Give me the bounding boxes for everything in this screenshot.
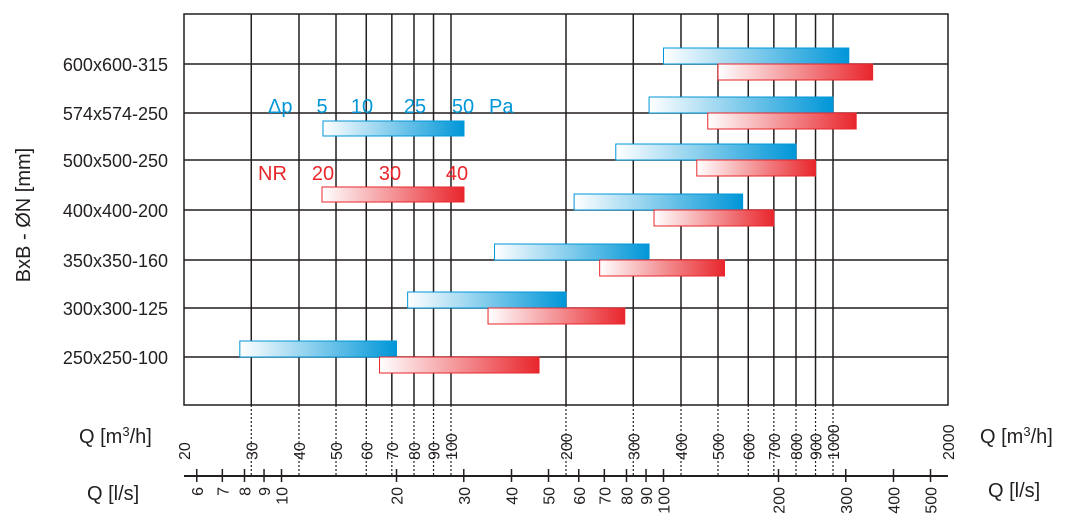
x-primary-label-right: Q [m3/h] [980,424,1053,449]
x-primary-tick-label: 60 [359,442,376,460]
y-axis-label: BxB - ØN [mm] [13,148,35,282]
x-primary-tick-label: 30 [244,442,261,460]
x-primary-tick-label: 2000 [941,424,958,460]
dp-range-bar [407,291,567,309]
x-secondary-tick-label: 8 [237,487,254,496]
category-labels: 600x600-315 574x574-250 500x500-250 400x400… [63,55,168,368]
legend-nr-swatch [321,186,465,203]
legend-dp-tick-5: 5 [316,96,327,118]
x-secondary-tick-label: 70 [597,487,614,505]
x-secondary-tick-label: 60 [572,487,589,505]
x-secondary-ticks: 6 7 8 9 10 20 30 40 50 60 70 80 90 100 200 300 400 500 [190,469,941,514]
legend-dp-swatch [322,120,465,137]
category-label: 350x350-160 [63,251,168,271]
x-secondary-tick-label: 40 [505,487,522,505]
x-primary-ticks: 20 30 40 50 60 70 80 90 100 200 300 400 500 600 700 800… [177,424,958,460]
x-secondary-tick-label: 30 [457,487,474,505]
dp-range-bar [615,143,797,161]
nr-range-bar [717,63,874,81]
x-primary-tick-label: 100 [444,433,461,460]
x-secondary-tick-label: 9 [257,487,274,496]
x-primary-tick-label: 40 [292,442,309,460]
legend-nr-symbol: NR [258,163,287,185]
x-primary-tick-label: 80 [407,442,424,460]
x-secondary-tick-label: 7 [215,487,232,496]
x-secondary-tick-label: 20 [390,487,407,505]
bar-ranges [239,47,874,374]
x-secondary-tick-label: 10 [275,487,292,505]
legend-nr-tick-40: 40 [446,163,468,185]
x-secondary-label-right: Q [l/s] [988,480,1040,502]
x-primary-tick-label: 70 [385,442,402,460]
x-primary-tick-label: 400 [674,433,691,460]
x-secondary-tick-label: 300 [839,487,856,514]
nr-range-bar [653,209,775,227]
x-primary-tick-label: 1000 [826,424,843,460]
dp-range-bar [648,96,834,114]
category-label: 500x500-250 [63,151,168,171]
x-secondary-tick-label: 400 [887,487,904,514]
category-label: 574x574-250 [63,104,168,124]
dp-range-bar [494,243,650,261]
x-primary-label: Q [m3/h] [79,424,152,449]
legend-nr-tick-20: 20 [312,163,334,185]
legend-dp-unit: Pa [489,96,514,118]
nr-range-bar [487,307,626,325]
x-secondary-tick-label: 90 [639,487,656,505]
nr-range-bar [696,159,817,177]
x-primary-tick-label: 500 [711,433,728,460]
x-primary-tick-label: 700 [767,433,784,460]
legend: Δp 5 10 25 50 Pa NR 20 30 40 [258,96,514,203]
x-secondary-tick-label: 200 [772,487,789,514]
dp-range-bar [239,340,398,358]
category-label: 600x600-315 [63,55,168,75]
x-primary-tick-label: 900 [809,433,826,460]
x-secondary-tick-label: 6 [190,487,207,496]
dp-range-bar [663,47,850,65]
x-primary-tick-label: 600 [741,433,758,460]
legend-nr-tick-30: 30 [379,163,401,185]
x-secondary-tick-label: 500 [924,487,941,514]
x-primary-tick-label: 90 [427,442,444,460]
category-label: 400x400-200 [63,201,168,221]
legend-dp-tick-10: 10 [351,96,373,118]
nr-range-bar [599,259,726,277]
x-primary-tick-label: 50 [329,442,346,460]
dp-range-bar [573,193,744,211]
x-primary-tick-label: 800 [789,433,806,460]
x-primary-tick-label: 200 [559,433,576,460]
x-primary-tick-label: 300 [626,433,643,460]
x-secondary-tick-label: 100 [657,487,674,514]
x-secondary-tick-label: 80 [619,487,636,505]
legend-dp-tick-25: 25 [404,96,426,118]
x-secondary-tick-label: 50 [542,487,559,505]
category-label: 250x250-100 [63,348,168,368]
nr-range-bar [707,112,857,130]
x-primary-tick-label: 20 [177,442,194,460]
legend-dp-symbol: Δp [268,96,292,118]
x-secondary-label: Q [l/s] [87,483,139,505]
nr-range-bar [379,356,540,374]
legend-dp-tick-50: 50 [452,96,474,118]
category-label: 300x300-125 [63,299,168,319]
